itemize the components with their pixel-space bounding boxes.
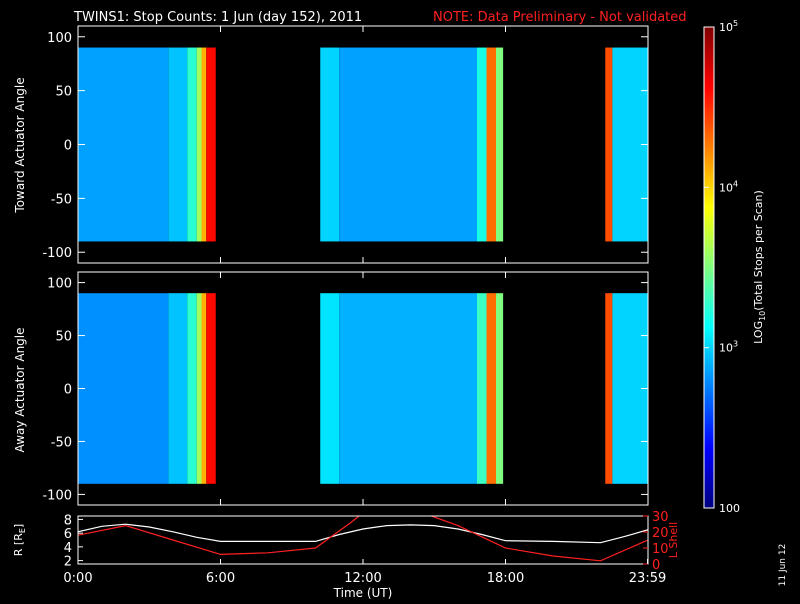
away-heatmap-band [78,293,169,484]
lshell-ytick-label: 10 [652,542,669,557]
away-heatmap-band [168,293,188,484]
toward-ytick-label: -100 [42,246,72,261]
orbit-lines [78,516,648,562]
colorbar-label-rest: (Total Stops per Scan) [752,190,765,311]
toward-ytick-label: -50 [51,192,72,207]
away-heatmap-band [605,293,613,484]
away-ytick-label: -100 [42,488,72,503]
toward-heatmap-band [168,47,188,242]
chart-title: TWINS1: Stop Counts: 1 Jun (day 152), 20… [73,10,362,25]
toward-heatmap-band [206,47,216,242]
colorbar-gradient [703,26,715,509]
time-xlabel: Time (UT) [333,586,393,600]
colorbar-tick-exponent: 3 [733,340,738,349]
away-ylabel: Away Actuator Angle [13,327,27,452]
colorbar-label-sub: 10 [758,311,767,321]
colorbar-tick-base: 100 [719,502,740,515]
r-distance-line [78,523,648,544]
away-heatmap-band [187,293,197,484]
colorbar-tick-label: 103 [719,340,738,355]
away-ytick-label: 50 [55,330,72,345]
side-date-label: 11 Jun 12 [778,544,788,587]
away-heatmap-band [496,293,504,484]
away-heatmap-band [206,293,216,484]
away-heatmap-band [201,293,207,484]
time-xtick-label: 18:00 [487,571,524,586]
colorbar-tick-base: 10 [719,181,733,194]
toward-ylabel: Toward Actuator Angle [13,77,27,213]
colorbar-tick-exponent: 5 [733,19,738,28]
toward-heatmap-band [201,47,207,242]
time-xtick-label: 12:00 [344,571,381,586]
colorbar-label: LOG10(Total Stops per Scan) [752,190,767,344]
away-heatmap-band [320,293,340,484]
time-xtick-label: 0:00 [63,571,92,586]
away-heatmap-band [477,293,487,484]
colorbar-tick-label: 100 [719,502,740,515]
preliminary-note: NOTE: Data Preliminary - Not validated [433,10,687,25]
toward-heatmap-band [78,47,169,242]
lshell-line [78,516,648,562]
away-ytick-label: 0 [64,383,72,398]
colorbar-tick-label: 104 [719,179,738,194]
colorbar-label-main: LOG [752,321,765,344]
toward-heatmap-band [196,47,202,242]
lshell-ytick-label: 30 [652,510,669,525]
r-ytick-label: 2 [64,555,72,570]
toward-ytick-label: 50 [55,85,72,100]
toward-heatmap-band [605,47,613,242]
r-ytick-label: 8 [64,513,72,528]
away-ytick-label: 100 [47,277,72,292]
away-heatmap-band [486,293,496,484]
time-xtick-label: 6:00 [206,571,235,586]
lshell-ylabel: L Shell [667,522,680,558]
away-heatmap-band [339,293,477,484]
away-actuator-panel: -100 -50 0 50 100 [42,271,649,506]
toward-heatmap-band [187,47,197,242]
colorbar-tick-base: 10 [719,21,733,34]
toward-ytick-label: 0 [64,139,72,154]
r-ytick-label: 4 [64,541,72,556]
toward-heatmap-band [339,47,477,242]
r-ylabel-main: R [R [12,533,25,556]
toward-heatmap-band [496,47,504,242]
toward-actuator-panel: -100 -50 0 50 100 [42,25,649,264]
colorbar-tick-base: 10 [719,342,733,355]
lshell-ytick-label: 0 [652,558,660,573]
toward-heatmap-band [477,47,487,242]
r-ylabel-sub: E [18,528,27,533]
r-ylabel: R [RE] [12,524,27,556]
away-ytick-label: -50 [51,435,72,450]
colorbar-tick-exponent: 4 [733,179,738,188]
r-ytick-label: 6 [64,527,72,542]
lshell-ytick-label: 20 [652,526,669,541]
away-heatmap-band [196,293,202,484]
toward-heatmap-band [320,47,340,242]
time-xtick-label: 23:59 [629,571,666,586]
r-ylabel-end: ] [12,524,25,528]
colorbar-tick-label: 105 [719,19,738,34]
toward-heatmap-band [486,47,496,242]
toward-ytick-label: 100 [47,31,72,46]
